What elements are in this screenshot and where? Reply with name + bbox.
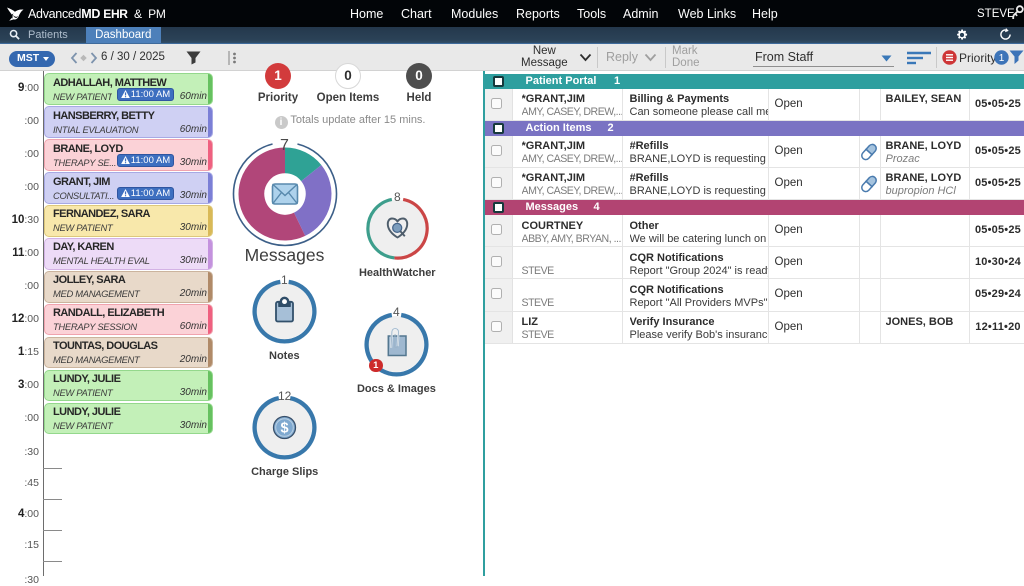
- svg-text:1: 1: [999, 53, 1005, 64]
- svg-text:$: $: [281, 421, 289, 437]
